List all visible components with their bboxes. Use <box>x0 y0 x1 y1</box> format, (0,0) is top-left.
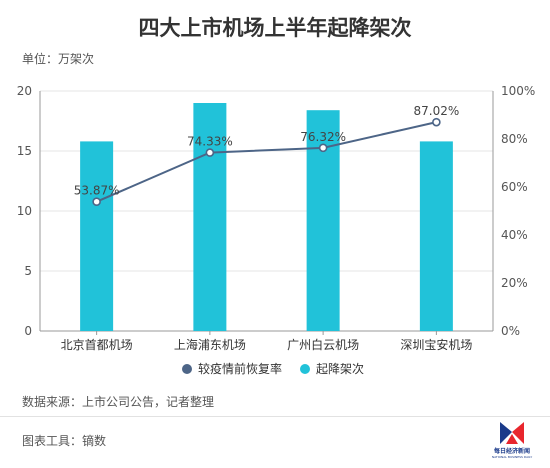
tool-note: 图表工具：镝数 <box>22 434 107 448</box>
y-left-tick-label: 10 <box>17 204 32 218</box>
y-right-tick-label: 80% <box>501 132 528 146</box>
y-right-tick-label: 0% <box>501 324 520 338</box>
line-point <box>205 148 215 157</box>
y-right-tick-label: 40% <box>501 228 528 242</box>
bar <box>80 141 114 331</box>
x-category-label: 上海浦东机场 <box>174 337 246 352</box>
recovery-rate-line <box>96 121 437 203</box>
data-label: 87.02% <box>413 104 459 118</box>
data-label: 76.32% <box>300 130 346 144</box>
x-category-label: 深圳宝安机场 <box>400 337 472 352</box>
logo-icon <box>500 420 524 444</box>
line-point <box>318 143 328 153</box>
line-point <box>432 117 441 127</box>
combo-chart: 0 5 10 15 20 0% 20% 40% 60% 80% 100% 北京首都机场 上海浦东机场 广州… <box>17 84 536 376</box>
line-point <box>92 197 101 207</box>
y-right-tick-label: 20% <box>501 276 528 290</box>
y-left-tick-label: 15 <box>17 144 32 158</box>
y-left-tick-label: 20 <box>17 84 32 98</box>
x-category-label: 北京首都机场 <box>61 338 133 352</box>
data-label: 53.87% <box>74 184 120 198</box>
source-note: 数据来源：上市公司公告，记者整理 <box>22 395 215 409</box>
bar <box>193 103 227 331</box>
y-right-tick-label: 100% <box>501 84 535 98</box>
legend-marker-bar <box>300 364 310 374</box>
y-left-tick-label: 0 <box>24 324 32 338</box>
divider <box>0 416 550 417</box>
chart-title: 四大上市机场上半年起降架次 <box>138 16 412 40</box>
data-label: 74.33% <box>187 135 233 149</box>
logo-subtext: NATIONAL BUSINESS DAILY <box>491 455 533 459</box>
y-left-tick-label: 5 <box>24 264 32 278</box>
logo-text: 每日经济新闻 <box>493 448 530 455</box>
bar <box>419 141 453 331</box>
legend-label: 较疫情前恢复率 <box>198 361 282 376</box>
y-right-tick-label: 60% <box>501 180 528 194</box>
x-category-label: 广州白云机场 <box>287 337 359 352</box>
publisher-logo: 每日经济新闻 NATIONAL BUSINESS DAILY <box>482 418 542 462</box>
legend-label: 起降架次 <box>316 362 364 376</box>
legend-marker-line <box>182 364 192 374</box>
unit-label: 单位：万架次 <box>22 52 95 66</box>
